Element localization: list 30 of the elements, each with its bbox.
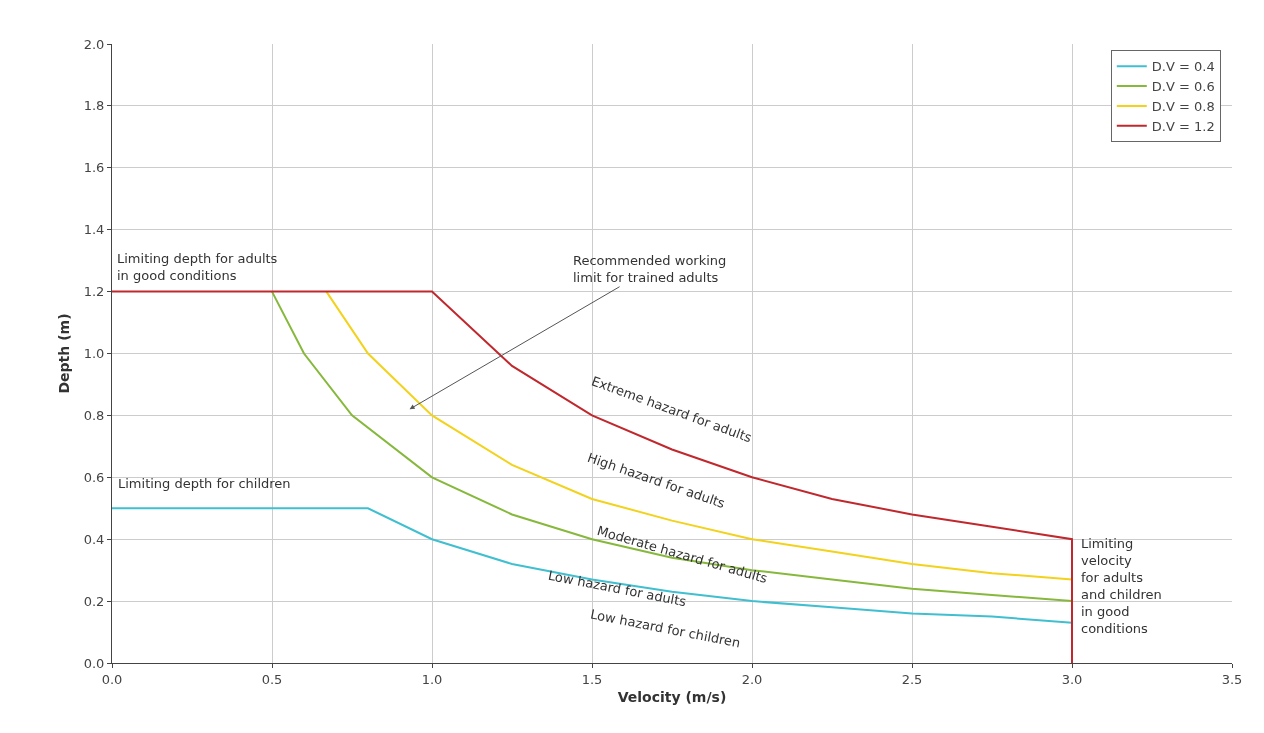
y-tick-label: 0.4 (83, 531, 105, 547)
annotation: Limiting depth for children (118, 476, 291, 491)
y-tick-label: 0.2 (83, 593, 105, 609)
y-tick-label: 1.8 (83, 98, 105, 114)
y-tick-label: 1.2 (83, 284, 105, 300)
legend-label: D.V = 0.6 (1151, 79, 1215, 95)
y-tick-label: 2.0 (83, 36, 105, 52)
y-tick-label: 0.0 (83, 655, 105, 671)
legend-label: D.V = 0.4 (1151, 59, 1215, 75)
y-tick-label: 0.6 (83, 469, 105, 485)
y-tick-label: 1.4 (83, 222, 105, 238)
x-tick-label: 2.5 (901, 671, 923, 687)
annotation: Limiting velocity for adults and children in good conditions (1081, 536, 1162, 636)
legend-label: D.V = 0.8 (1151, 99, 1215, 115)
x-axis-title: Velocity (m/s) (617, 688, 727, 705)
x-tick-label: 0.0 (101, 671, 123, 687)
annotation: Limiting depth for adults in good conditions (117, 251, 278, 283)
y-tick-label: 1.0 (83, 346, 105, 362)
x-tick-label: 0.5 (261, 671, 283, 687)
legend-label: D.V = 1.2 (1151, 118, 1215, 134)
x-tick-label: 3.5 (1221, 671, 1243, 687)
y-axis-title: Depth (m) (56, 313, 73, 394)
x-tick-label: 1.5 (581, 671, 603, 687)
line-series (112, 290, 1073, 663)
annotation: Recommended working limit for trained adults (573, 253, 727, 285)
x-tick-label: 1.0 (421, 671, 443, 687)
x-tick-label: 3.0 (1061, 671, 1083, 687)
y-tick-label: 1.6 (83, 160, 105, 176)
y-tick-label: 0.8 (83, 407, 105, 423)
x-tick-label: 2.0 (741, 671, 763, 687)
